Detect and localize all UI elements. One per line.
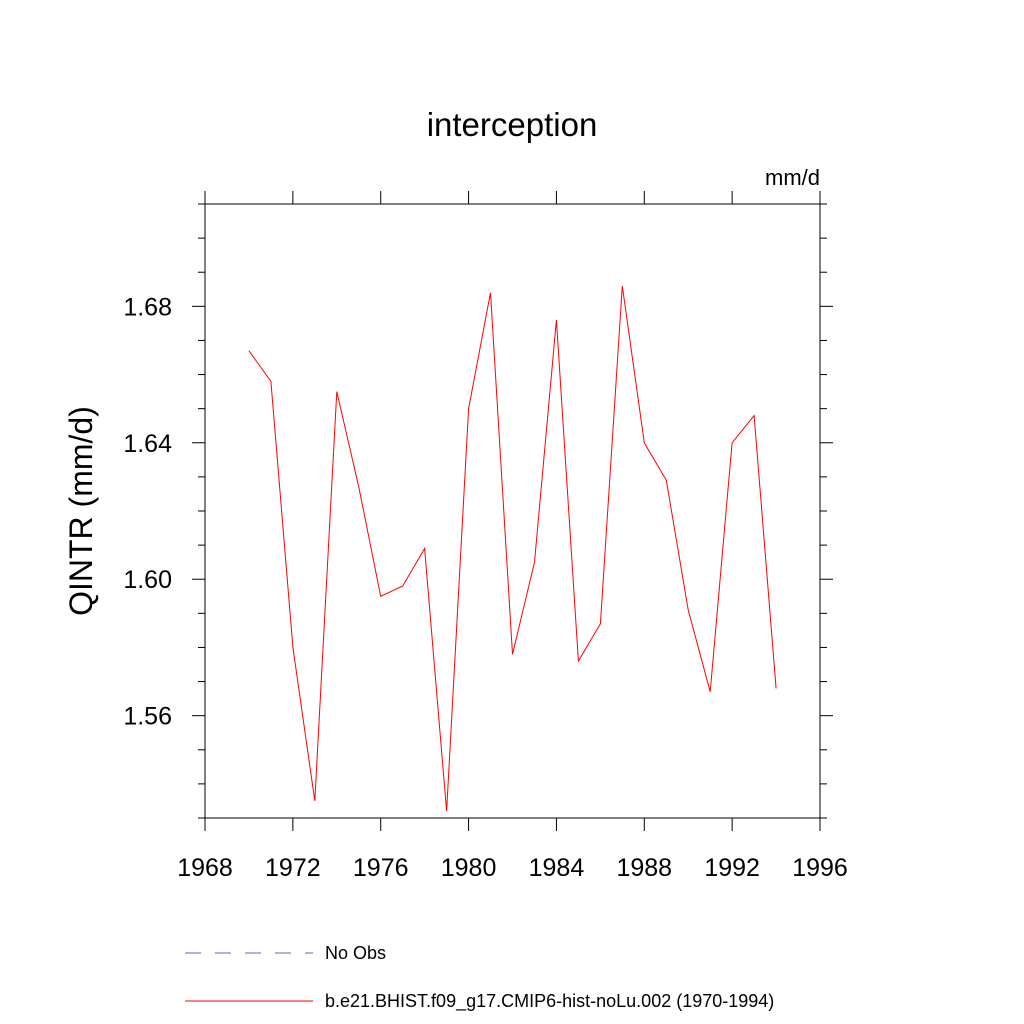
y-tick-label: 1.60 — [123, 566, 172, 594]
x-tick-label: 1968 — [177, 854, 233, 882]
x-tick-label: 1992 — [704, 854, 760, 882]
y-axis-ticks: 1.56 1.60 1.64 1.68 — [123, 293, 833, 731]
legend: No Obs b.e21.BHIST.f09_g17.CMIP6-hist-no… — [185, 943, 774, 1012]
x-tick-label: 1984 — [529, 854, 585, 882]
legend-label-no-obs: No Obs — [325, 943, 386, 963]
series-layer — [248, 285, 777, 812]
x-axis-ticks: 1968 1972 1976 1980 1984 1988 1992 1996 — [177, 191, 848, 882]
y-axis-label: QINTR (mm/d) — [63, 406, 99, 616]
plot-frame — [204, 203, 821, 819]
y-minor-ticks — [198, 203, 827, 819]
x-tick-label: 1980 — [441, 854, 497, 882]
x-tick-label: 1976 — [353, 854, 409, 882]
units-label: mm/d — [765, 165, 820, 190]
x-tick-label: 1988 — [616, 854, 672, 882]
y-tick-label: 1.68 — [123, 293, 172, 321]
x-tick-label: 1972 — [265, 854, 321, 882]
y-tick-label: 1.56 — [123, 703, 172, 731]
chart-title: interception — [427, 106, 598, 143]
y-tick-label: 1.64 — [123, 430, 172, 458]
legend-label-model: b.e21.BHIST.f09_g17.CMIP6-hist-noLu.002 … — [325, 991, 774, 1012]
x-tick-label: 1996 — [792, 854, 848, 882]
series-line — [248, 285, 777, 812]
